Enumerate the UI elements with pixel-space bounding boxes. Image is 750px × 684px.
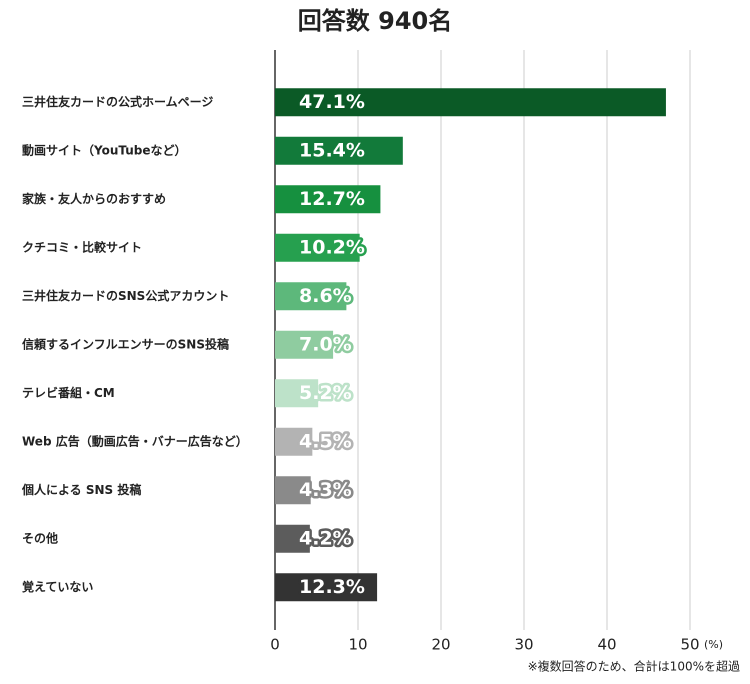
category-label: 個人による SNS 投稿 [21, 482, 141, 497]
value-label: 4.2% [299, 527, 352, 549]
value-label: 10.2% [299, 236, 365, 258]
bar [275, 427, 313, 456]
x-tick-label: 50 [680, 636, 699, 654]
bar [275, 185, 381, 214]
value-label: 7.0% [299, 333, 352, 355]
bar [275, 282, 347, 311]
bar [275, 379, 319, 408]
bar [275, 573, 378, 602]
category-label: Web 広告（動画広告・バナー広告など） [22, 433, 248, 448]
value-label: 4.5% [299, 430, 352, 452]
x-tick-label: 0 [270, 636, 280, 654]
bar [275, 476, 311, 505]
category-label: 家族・友人からのおすすめ [22, 191, 166, 206]
value-label: 4.3% [299, 479, 352, 501]
category-label: 三井住友カードの公式ホームページ [22, 94, 213, 109]
category-label: 覚えていない [22, 579, 93, 594]
bar [275, 524, 310, 553]
bar [275, 136, 403, 165]
value-label: 8.6% [299, 285, 352, 307]
category-label: クチコミ・比較サイト [22, 239, 142, 254]
category-label: 三井住友カードのSNS公式アカウント [22, 288, 229, 303]
value-label: 12.7% [299, 188, 365, 210]
bar [275, 88, 666, 117]
category-label: テレビ番組・CM [22, 385, 115, 400]
bar [275, 330, 334, 359]
chart-title: 回答数 940名 [298, 7, 452, 35]
note: ※複数回答のため、合計は100%を超過 [528, 659, 740, 674]
bar [275, 233, 360, 262]
value-label: 15.4% [299, 139, 365, 161]
x-tick-label: 20 [431, 636, 450, 654]
x-unit: (%) [704, 638, 723, 651]
x-tick-label: 30 [514, 636, 533, 654]
x-tick-label: 40 [597, 636, 616, 654]
category-label: その他 [22, 530, 58, 545]
value-label: 5.2% [299, 382, 352, 404]
category-label: 動画サイト（YouTubeなど） [22, 142, 187, 157]
category-label: 信頼するインフルエンサーのSNS投稿 [22, 336, 229, 351]
x-tick-label: 10 [348, 636, 367, 654]
value-label: 47.1% [299, 91, 365, 113]
value-label: 12.3% [299, 576, 365, 598]
